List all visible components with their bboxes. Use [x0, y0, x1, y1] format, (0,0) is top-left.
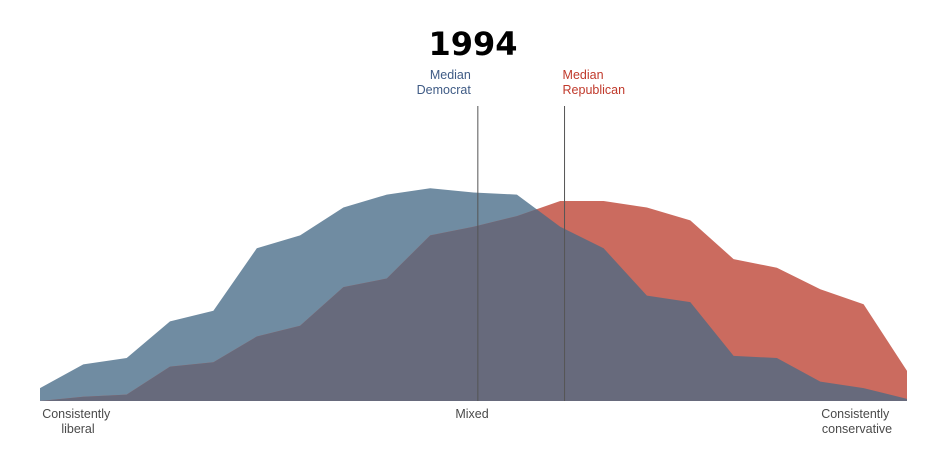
x-tick-label-left: Consistently liberal [42, 407, 114, 436]
area-layer [40, 188, 907, 401]
x-tick-label-right: Consistently conservative [821, 407, 893, 436]
x-tick-label-center: Mixed [455, 407, 488, 421]
median-democrat-label: Median Democrat [417, 68, 472, 97]
median-labels: Median Democrat Median Republican [417, 68, 625, 97]
chart-title: 1994 [428, 25, 517, 63]
median-republican-label: Median Republican [563, 68, 626, 97]
median-lines [477, 106, 566, 401]
